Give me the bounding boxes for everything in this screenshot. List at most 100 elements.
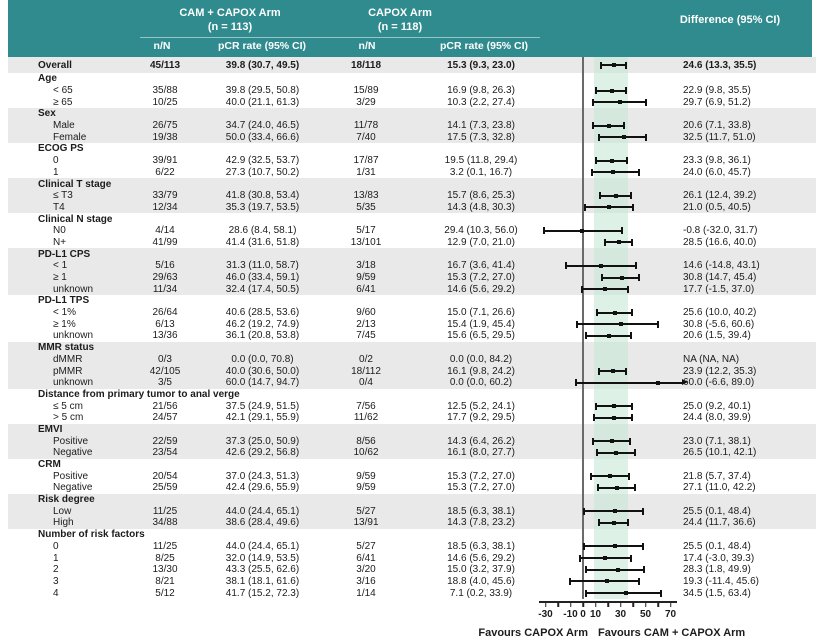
forest-row-group: Distance from primary tumor to anal verg… — [8, 389, 816, 401]
difference-value: 19.3 (-11.4, 45.6) — [683, 575, 759, 587]
axis-tick-label: 70 — [664, 609, 677, 620]
row-label: 1 — [53, 552, 59, 564]
arm2-nN: 11/78 — [353, 120, 379, 132]
point-estimate-marker — [619, 322, 624, 327]
confidence-interval-line — [593, 414, 633, 422]
arm1-nN: 11/34 — [152, 283, 178, 295]
ci-plot-cell — [533, 237, 683, 249]
confidence-interval-line — [594, 402, 634, 410]
ci-plot-cell — [533, 225, 683, 237]
row-label: 4 — [53, 587, 59, 599]
axis-tick — [669, 601, 672, 607]
confidence-interval-line — [574, 379, 683, 387]
difference-value: 17.7 (-1.5, 37.0) — [683, 283, 755, 295]
row-label: ≥ 1 — [53, 272, 67, 284]
arm2-pcr-rate: 14.3 (6.4, 26.2) — [447, 435, 515, 447]
forest-row-item: N0 4/14 28.6 (8.4, 58.1) 5/17 29.4 (10.3, 56… — [8, 225, 816, 237]
confidence-interval-line — [597, 133, 647, 141]
forest-row-item: 0 39/91 42.9 (32.5, 53.7) 17/87 19.5 (11.8, … — [8, 155, 816, 167]
forest-row-item: > 5 cm 24/57 42.1 (29.1, 55.9) 11/62 17.7 (9… — [8, 412, 816, 424]
arm2-nN: 5/35 — [356, 201, 376, 213]
arm2-nN: 1/14 — [356, 587, 376, 599]
arm1-nN: 20/54 — [152, 470, 178, 482]
confidence-interval-line — [595, 87, 628, 95]
ci-plot-cell — [533, 96, 683, 108]
axis-tick-label: -10 — [563, 609, 578, 620]
forest-row-group: Risk degree — [8, 493, 816, 506]
row-label: ≥ 65 — [53, 96, 73, 108]
arm2-nN: 13/101 — [350, 236, 382, 248]
arm2-nN: 17/87 — [353, 155, 379, 167]
ci-plot-cell — [533, 120, 683, 132]
arm1-pcr-rate: 36.1 (20.8, 53.8) — [225, 330, 300, 342]
forest-row-group: PD-L1 CPS — [8, 248, 816, 260]
arm1-pcr-rate: 28.6 (8.4, 58.1) — [228, 225, 297, 237]
confidence-interval-line — [579, 554, 633, 562]
arm1-pcr-rate: 44.0 (24.4, 65.1) — [225, 540, 300, 552]
arm2-nN: 9/59 — [356, 272, 376, 284]
row-label: ECOG PS — [38, 143, 84, 155]
ci-plot-cell — [533, 283, 683, 295]
difference-value: 27.1 (11.0, 42.2) — [683, 482, 756, 494]
difference-value: 26.5 (10.1, 42.1) — [683, 447, 757, 459]
arm2-nN: 10/62 — [353, 447, 379, 459]
ci-overflow-arrow-icon — [682, 379, 688, 386]
difference-value: 24.0 (6.0, 45.7) — [683, 166, 751, 178]
ci-plot-cell — [533, 213, 683, 225]
point-estimate-marker — [618, 100, 623, 105]
arm2-pcr-rate: 15.0 (7.1, 26.6) — [447, 307, 515, 319]
confidence-interval-line — [576, 320, 659, 328]
header-divider — [140, 37, 540, 38]
ci-plot-cell — [533, 318, 683, 330]
confidence-interval-line — [590, 472, 630, 480]
difference-value: 20.6 (7.1, 33.8) — [683, 120, 751, 132]
arm2-pcr-rate: 12.5 (5.2, 24.1) — [447, 400, 515, 412]
arm1-nN: 41/99 — [152, 236, 178, 248]
forest-row-item: ≥ 1% 6/13 46.2 (19.2, 74.9) 2/13 15.4 (1.9, … — [8, 318, 816, 330]
forest-row-item: ≤ 5 cm 21/56 37.5 (24.9, 51.5) 7/56 12.5 (5.… — [8, 400, 816, 412]
row-label: PD-L1 TPS — [38, 295, 90, 307]
arm2-nN: 6/41 — [356, 283, 376, 295]
ci-plot-cell — [533, 564, 683, 576]
point-estimate-marker — [613, 193, 618, 198]
ci-plot-cell — [533, 470, 683, 482]
row-label: N+ — [53, 236, 67, 248]
forest-row-item: Low 11/25 44.0 (24.4, 65.1) 5/27 18.5 (6.3, … — [8, 505, 816, 518]
arm1-nN: 34/88 — [152, 517, 178, 529]
ci-plot-cell — [533, 178, 683, 190]
ci-plot-cell — [533, 587, 683, 599]
row-label: 1 — [53, 166, 59, 178]
arm1-pcr-rate: 41.8 (30.8, 53.4) — [225, 190, 300, 202]
point-estimate-marker — [608, 474, 613, 479]
arm2-nN: 8/56 — [356, 435, 376, 447]
confidence-interval-line — [583, 203, 634, 211]
arm1-pcr-rate: 40.0 (21.1, 61.3) — [225, 96, 300, 108]
row-label: Clinical T stage — [38, 178, 112, 190]
difference-value: 24.4 (8.0, 39.9) — [683, 412, 751, 424]
arm1-pcr-rate: 40.6 (28.5, 53.6) — [225, 307, 300, 319]
row-label: pMMR — [53, 365, 83, 377]
arm1-nN: 33/79 — [152, 190, 178, 202]
arm2-pcr-rate: 16.7 (3.6, 41.4) — [447, 260, 515, 272]
arm1-nN: 21/56 — [152, 400, 178, 412]
arm1-nN: 0/3 — [158, 353, 172, 365]
arm2-pcr-rate: 15.7 (8.6, 25.3) — [447, 190, 515, 202]
arm1-nN: 11/25 — [152, 540, 178, 552]
arm2-nN: 9/60 — [356, 307, 376, 319]
arm2-pcr-rate: 18.8 (4.0, 45.6) — [447, 575, 515, 587]
row-label: EMVI — [38, 423, 63, 435]
arm1-pcr-rate: 42.6 (29.2, 56.8) — [225, 447, 300, 459]
row-label: unknown — [53, 283, 94, 295]
arm2-pcr-rate: 14.1 (7.3, 23.8) — [447, 120, 515, 132]
point-estimate-marker — [611, 520, 616, 525]
arm1-pcr-rate: 46.0 (33.4, 59.1) — [225, 272, 300, 284]
arm1-pcr-rate: 37.3 (25.0, 50.9) — [225, 435, 300, 447]
difference-column-title: Difference (95% CI) — [679, 14, 781, 26]
arm1-nN: 26/64 — [152, 307, 178, 319]
forest-row-item: 1 6/22 27.3 (10.7, 50.2) 1/31 3.2 (0.1, 16.7… — [8, 167, 816, 179]
point-estimate-marker — [602, 556, 607, 561]
col-header-pcr-arm2: pCR rate (95% CI) — [439, 40, 529, 52]
point-estimate-marker — [609, 439, 614, 444]
forest-row-item: unknown 3/5 60.0 (14.7, 94.7) 0/4 0.0 (0.0, … — [8, 376, 816, 389]
forest-row-item: ≥ 1 29/63 46.0 (33.4, 59.1) 9/59 15.3 (7.2, … — [8, 271, 816, 284]
